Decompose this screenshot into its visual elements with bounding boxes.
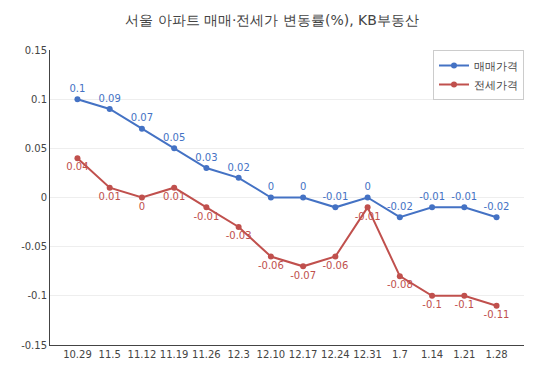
svg-text:1.7: 1.7: [392, 349, 408, 360]
svg-text:-0.01: -0.01: [355, 211, 381, 222]
svg-text:0.03: 0.03: [195, 152, 217, 163]
svg-text:-0.08: -0.08: [387, 279, 413, 290]
svg-text:11.12: 11.12: [128, 349, 157, 360]
svg-text:0.01: 0.01: [99, 191, 121, 202]
svg-text:0.07: 0.07: [131, 112, 153, 123]
svg-text:매매가격: 매매가격: [474, 60, 518, 73]
svg-text:10.29: 10.29: [63, 349, 92, 360]
svg-text:0.01: 0.01: [163, 191, 185, 202]
svg-text:0: 0: [268, 181, 274, 192]
svg-text:-0.1: -0.1: [422, 299, 442, 310]
svg-text:-0.01: -0.01: [419, 191, 445, 202]
svg-text:0: 0: [41, 192, 47, 203]
svg-text:12.24: 12.24: [321, 349, 350, 360]
svg-text:0: 0: [139, 201, 145, 212]
svg-text:1.14: 1.14: [421, 349, 443, 360]
svg-text:12.31: 12.31: [353, 349, 382, 360]
svg-text:12.3: 12.3: [228, 349, 250, 360]
svg-text:1.21: 1.21: [453, 349, 475, 360]
svg-text:-0.03: -0.03: [226, 230, 252, 241]
svg-text:0.05: 0.05: [25, 143, 47, 154]
svg-text:-0.05: -0.05: [21, 241, 47, 252]
svg-text:-0.06: -0.06: [322, 260, 348, 271]
svg-text:-0.01: -0.01: [322, 191, 348, 202]
svg-text:-0.15: -0.15: [21, 340, 47, 351]
svg-text:0.1: 0.1: [69, 83, 85, 94]
svg-text:-0.01: -0.01: [451, 191, 477, 202]
svg-text:0.05: 0.05: [163, 132, 185, 143]
svg-text:0.04: 0.04: [66, 161, 88, 172]
svg-text:서울 아파트 매매·전세가 변동률(%), KB부동산: 서울 아파트 매매·전세가 변동률(%), KB부동산: [125, 12, 419, 28]
svg-text:0.1: 0.1: [31, 94, 47, 105]
svg-text:-0.1: -0.1: [455, 299, 475, 310]
svg-text:-0.06: -0.06: [258, 260, 284, 271]
svg-text:0: 0: [300, 181, 306, 192]
svg-text:-0.01: -0.01: [193, 211, 219, 222]
svg-text:11.19: 11.19: [160, 349, 189, 360]
svg-text:11.26: 11.26: [192, 349, 221, 360]
svg-text:12.10: 12.10: [257, 349, 286, 360]
svg-text:-0.1: -0.1: [27, 290, 47, 301]
svg-text:12.17: 12.17: [289, 349, 318, 360]
svg-text:0.09: 0.09: [99, 93, 121, 104]
svg-text:0: 0: [364, 181, 370, 192]
svg-text:전세가격: 전세가격: [474, 79, 518, 92]
svg-text:0.02: 0.02: [228, 162, 250, 173]
svg-text:11.5: 11.5: [99, 349, 121, 360]
svg-text:-0.02: -0.02: [484, 201, 510, 212]
svg-text:-0.02: -0.02: [387, 201, 413, 212]
svg-text:-0.11: -0.11: [484, 309, 510, 320]
svg-text:-0.07: -0.07: [290, 270, 316, 281]
svg-text:0.15: 0.15: [25, 45, 47, 56]
svg-text:1.28: 1.28: [485, 349, 507, 360]
